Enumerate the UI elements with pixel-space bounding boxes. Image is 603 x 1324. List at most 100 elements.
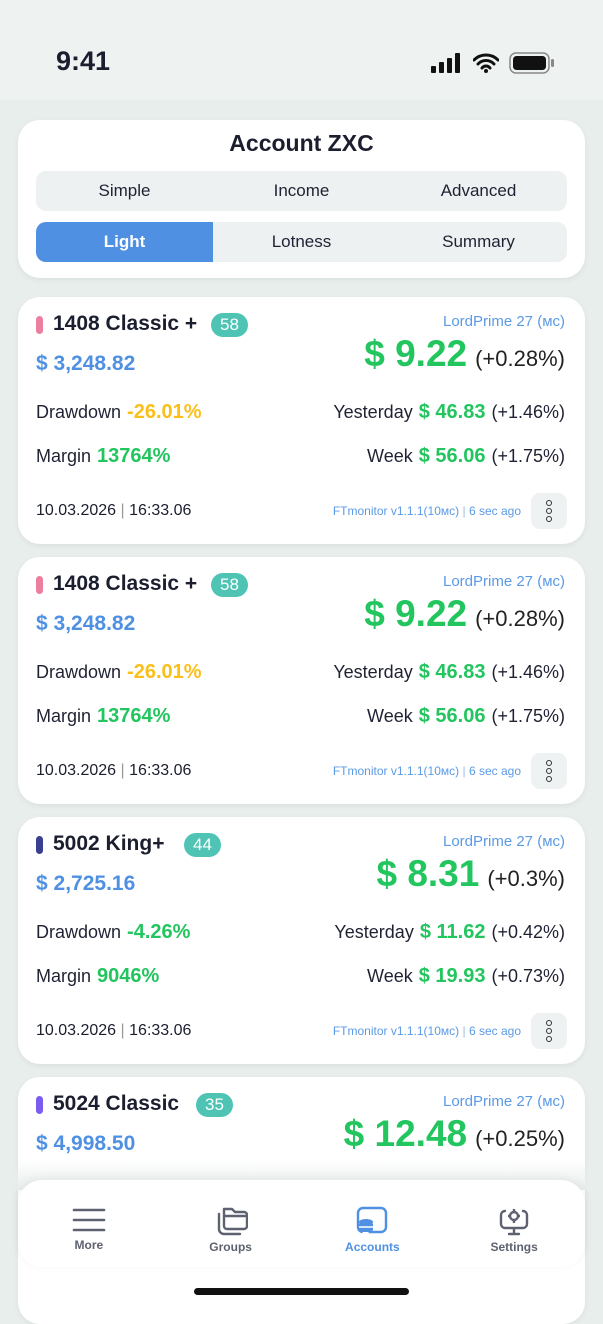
- nav-label: Accounts: [345, 1240, 400, 1254]
- tab-summary[interactable]: Summary: [442, 232, 515, 251]
- server-name: LordPrime 27 (мс): [442, 313, 565, 330]
- account-color-tag: [36, 1096, 43, 1114]
- server-name: LordPrime 27 (мс): [442, 573, 565, 590]
- week-stat: Week $ 56.06 (+1.75%): [367, 705, 565, 728]
- more-options-button[interactable]: [531, 493, 567, 529]
- bottom-nav: More Groups Accounts Settings: [18, 1180, 585, 1267]
- update-datetime: 10.03.2026 | 16:33.06: [36, 502, 192, 519]
- tab-advanced[interactable]: Advanced: [440, 181, 517, 200]
- nav-settings[interactable]: Settings: [443, 1180, 585, 1267]
- account-card[interactable]: 1408 Classic + 58 $ 3,248.82 LordPrime 2…: [18, 557, 585, 804]
- today-profit: $ 12.48 (+0.25%): [344, 1113, 565, 1155]
- account-count-badge: 58: [211, 313, 248, 337]
- yesterday-stat: Yesterday $ 11.62 (+0.42%): [334, 921, 565, 944]
- time: 16:33.06: [129, 1022, 192, 1039]
- margin-stat: Margin 13764%: [36, 705, 170, 728]
- yesterday-percent: (+1.46%): [491, 402, 565, 422]
- week-value: $ 56.06: [418, 445, 486, 467]
- nav-accounts[interactable]: Accounts: [302, 1180, 444, 1267]
- more-options-button[interactable]: [531, 753, 567, 789]
- profit-value: $ 8.31: [376, 853, 480, 894]
- today-profit: $ 9.22 (+0.28%): [364, 593, 565, 635]
- week-percent: (+1.75%): [491, 706, 565, 726]
- drawdown-stat: Drawdown -4.26%: [36, 921, 190, 944]
- settings-icon: [499, 1209, 529, 1236]
- tab-lotness[interactable]: Lotness: [271, 232, 332, 251]
- week-value: $ 19.93: [418, 965, 486, 987]
- date: 10.03.2026: [36, 1022, 117, 1039]
- drawdown-value: -4.26%: [127, 921, 191, 943]
- account-balance: $ 3,248.82: [36, 352, 136, 375]
- yesterday-stat: Yesterday $ 46.83 (+1.46%): [333, 661, 565, 684]
- account-count-badge: 58: [211, 573, 248, 597]
- yesterday-stat: Yesterday $ 46.83 (+1.46%): [333, 401, 565, 424]
- account-balance: $ 2,725.16: [36, 872, 136, 895]
- stat-label: Week: [367, 446, 413, 466]
- monitor-version: FTmonitor v1.1.1(10мс): [332, 764, 460, 778]
- more-options-button[interactable]: [531, 1013, 567, 1049]
- drawdown-stat: Drawdown -26.01%: [36, 401, 202, 424]
- stat-label: Week: [367, 706, 413, 726]
- account-card[interactable]: 5002 King+ 44 $ 2,725.16 LordPrime 27 (м…: [18, 817, 585, 1064]
- last-update: 6 sec ago: [468, 764, 521, 778]
- stat-label: Margin: [36, 966, 92, 986]
- nav-label: More: [74, 1238, 104, 1252]
- accounts-icon: [357, 1206, 388, 1234]
- profit-value: $ 9.22: [364, 333, 468, 374]
- account-name: 5002 King+: [53, 832, 165, 855]
- stat-label: Drawdown: [36, 922, 122, 942]
- monitor-version: FTmonitor v1.1.1(10мс): [332, 504, 460, 518]
- tab-simple[interactable]: Simple: [98, 181, 151, 200]
- stat-label: Margin: [36, 706, 92, 726]
- tab-light[interactable]: Light: [36, 222, 213, 262]
- monitor-info: FTmonitor v1.1.1(10мс) | 6 sec ago: [332, 1024, 521, 1038]
- account-card[interactable]: 1408 Classic + 58 $ 3,248.82 LordPrime 2…: [18, 297, 585, 544]
- today-profit: $ 9.22 (+0.28%): [364, 333, 565, 375]
- mode-tabs: Light Lotness Summary: [36, 222, 567, 262]
- account-color-tag: [36, 576, 43, 594]
- date: 10.03.2026: [36, 762, 117, 779]
- home-indicator: [194, 1288, 409, 1295]
- drawdown-value: -26.01%: [127, 661, 202, 683]
- folder-icon: [217, 1207, 248, 1236]
- nav-more[interactable]: More: [18, 1180, 160, 1267]
- profit-percent: (+0.3%): [487, 866, 565, 891]
- last-update: 6 sec ago: [468, 504, 521, 518]
- stat-label: Margin: [36, 446, 92, 466]
- yesterday-percent: (+1.46%): [491, 662, 565, 682]
- margin-stat: Margin 9046%: [36, 965, 159, 988]
- nav-groups[interactable]: Groups: [160, 1180, 302, 1267]
- clock: 9:41: [56, 46, 111, 76]
- margin-value: 9046%: [97, 965, 160, 987]
- yesterday-value: $ 11.62: [419, 921, 486, 943]
- drawdown-stat: Drawdown -26.01%: [36, 661, 202, 684]
- account-name: 1408 Classic +: [53, 312, 198, 335]
- yesterday-percent: (+0.42%): [491, 922, 565, 942]
- monitor-info: FTmonitor v1.1.1(10мс) | 6 sec ago: [332, 504, 521, 518]
- tab-income[interactable]: Income: [273, 181, 330, 200]
- margin-value: 13764%: [97, 705, 171, 727]
- server-name: LordPrime 27 (мс): [442, 1093, 565, 1110]
- week-value: $ 56.06: [418, 705, 486, 727]
- stat-label: Drawdown: [36, 662, 122, 682]
- monitor-version: FTmonitor v1.1.1(10мс): [332, 1024, 460, 1038]
- update-datetime: 10.03.2026 | 16:33.06: [36, 762, 192, 779]
- update-datetime: 10.03.2026 | 16:33.06: [36, 1022, 192, 1039]
- page-title: Account ZXC: [229, 130, 374, 156]
- drawdown-value: -26.01%: [127, 401, 202, 423]
- menu-icon: [72, 1208, 106, 1232]
- stat-label: Yesterday: [333, 402, 413, 422]
- signal-icon: [431, 53, 460, 73]
- profit-value: $ 9.22: [364, 593, 468, 634]
- stat-label: Yesterday: [333, 662, 413, 682]
- profit-value: $ 12.48: [343, 1113, 468, 1154]
- last-update: 6 sec ago: [468, 1024, 521, 1038]
- battery-icon: [509, 52, 554, 74]
- server-name: LordPrime 27 (мс): [442, 833, 565, 850]
- monitor-info: FTmonitor v1.1.1(10мс) | 6 sec ago: [332, 764, 521, 778]
- today-profit: $ 8.31 (+0.3%): [376, 853, 565, 895]
- time: 16:33.06: [129, 762, 192, 779]
- account-count-badge: 44: [184, 833, 221, 857]
- account-color-tag: [36, 316, 43, 334]
- profit-percent: (+0.25%): [475, 1126, 565, 1151]
